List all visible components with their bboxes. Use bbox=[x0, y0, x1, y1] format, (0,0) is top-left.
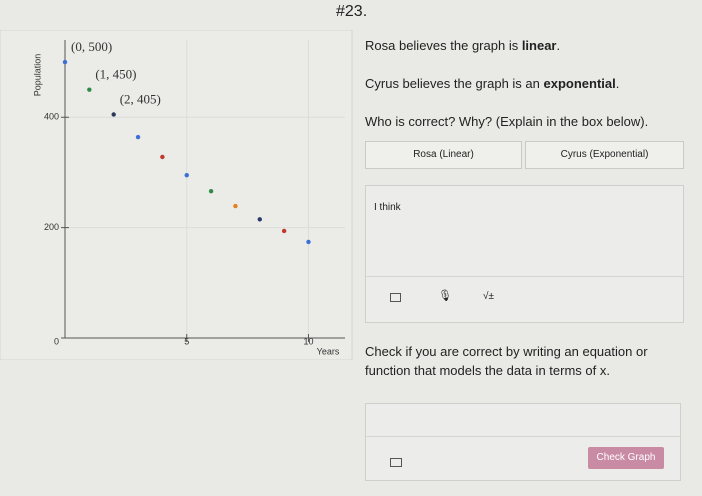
chart: 0 200 400 5 10 Years Population (0, 500) (1, 450… bbox=[0, 30, 353, 360]
x-axis-label: Years bbox=[317, 346, 340, 356]
divider bbox=[366, 436, 680, 437]
point bbox=[111, 112, 116, 117]
text: . bbox=[556, 38, 561, 53]
point bbox=[184, 173, 189, 178]
equation-box[interactable]: Check Graph bbox=[365, 403, 681, 481]
instruction: Check if you are correct by writing an e… bbox=[365, 344, 648, 378]
text: linear bbox=[521, 38, 557, 53]
point bbox=[208, 189, 214, 194]
point-annotation: (1, 450) bbox=[95, 67, 136, 82]
image-icon[interactable] bbox=[390, 293, 401, 302]
plot-area bbox=[0, 30, 353, 360]
mic-icon[interactable]: 🎙 bbox=[438, 290, 452, 302]
choice-button[interactable]: Cyrus (Exponential) bbox=[525, 141, 684, 169]
point bbox=[257, 217, 262, 222]
heading: #23. bbox=[336, 3, 368, 20]
choice-button[interactable]: Rosa (Linear) bbox=[365, 141, 522, 169]
point bbox=[62, 59, 68, 65]
text: . bbox=[615, 76, 620, 91]
y-tick-label: 0 bbox=[54, 336, 59, 346]
y-tick-label: 200 bbox=[44, 222, 59, 232]
toolbar: 🎙 √± bbox=[366, 276, 683, 302]
placeholder: I think bbox=[374, 202, 401, 213]
point bbox=[306, 239, 311, 245]
statement: Cyrus believes the graph is an exponenti… bbox=[365, 76, 619, 91]
text: exponential bbox=[543, 76, 616, 91]
point bbox=[233, 203, 238, 209]
point-annotation: (0, 500) bbox=[71, 39, 112, 54]
statement: Rosa believes the graph is linear. bbox=[365, 38, 560, 53]
point bbox=[160, 154, 165, 160]
point bbox=[281, 228, 287, 234]
question: Who is correct? Why? (Explain in the box… bbox=[365, 114, 649, 129]
keyboard-icon[interactable] bbox=[390, 458, 402, 467]
y-tick-label: 400 bbox=[44, 112, 59, 122]
point bbox=[135, 134, 141, 140]
math-button[interactable]: √± bbox=[483, 291, 494, 302]
text: Cyrus believes the graph is an bbox=[365, 76, 544, 91]
check-graph-button[interactable]: Check Graph bbox=[588, 447, 664, 469]
text: Rosa believes the graph is bbox=[365, 38, 522, 53]
point bbox=[87, 87, 92, 92]
x-tick-label: 10 bbox=[303, 336, 313, 346]
y-axis-label: Population bbox=[32, 54, 42, 97]
x-tick-label: 5 bbox=[184, 336, 189, 346]
point-annotation: (2, 405) bbox=[120, 91, 161, 106]
answer-box[interactable]: I think 🎙 √± bbox=[365, 185, 684, 323]
